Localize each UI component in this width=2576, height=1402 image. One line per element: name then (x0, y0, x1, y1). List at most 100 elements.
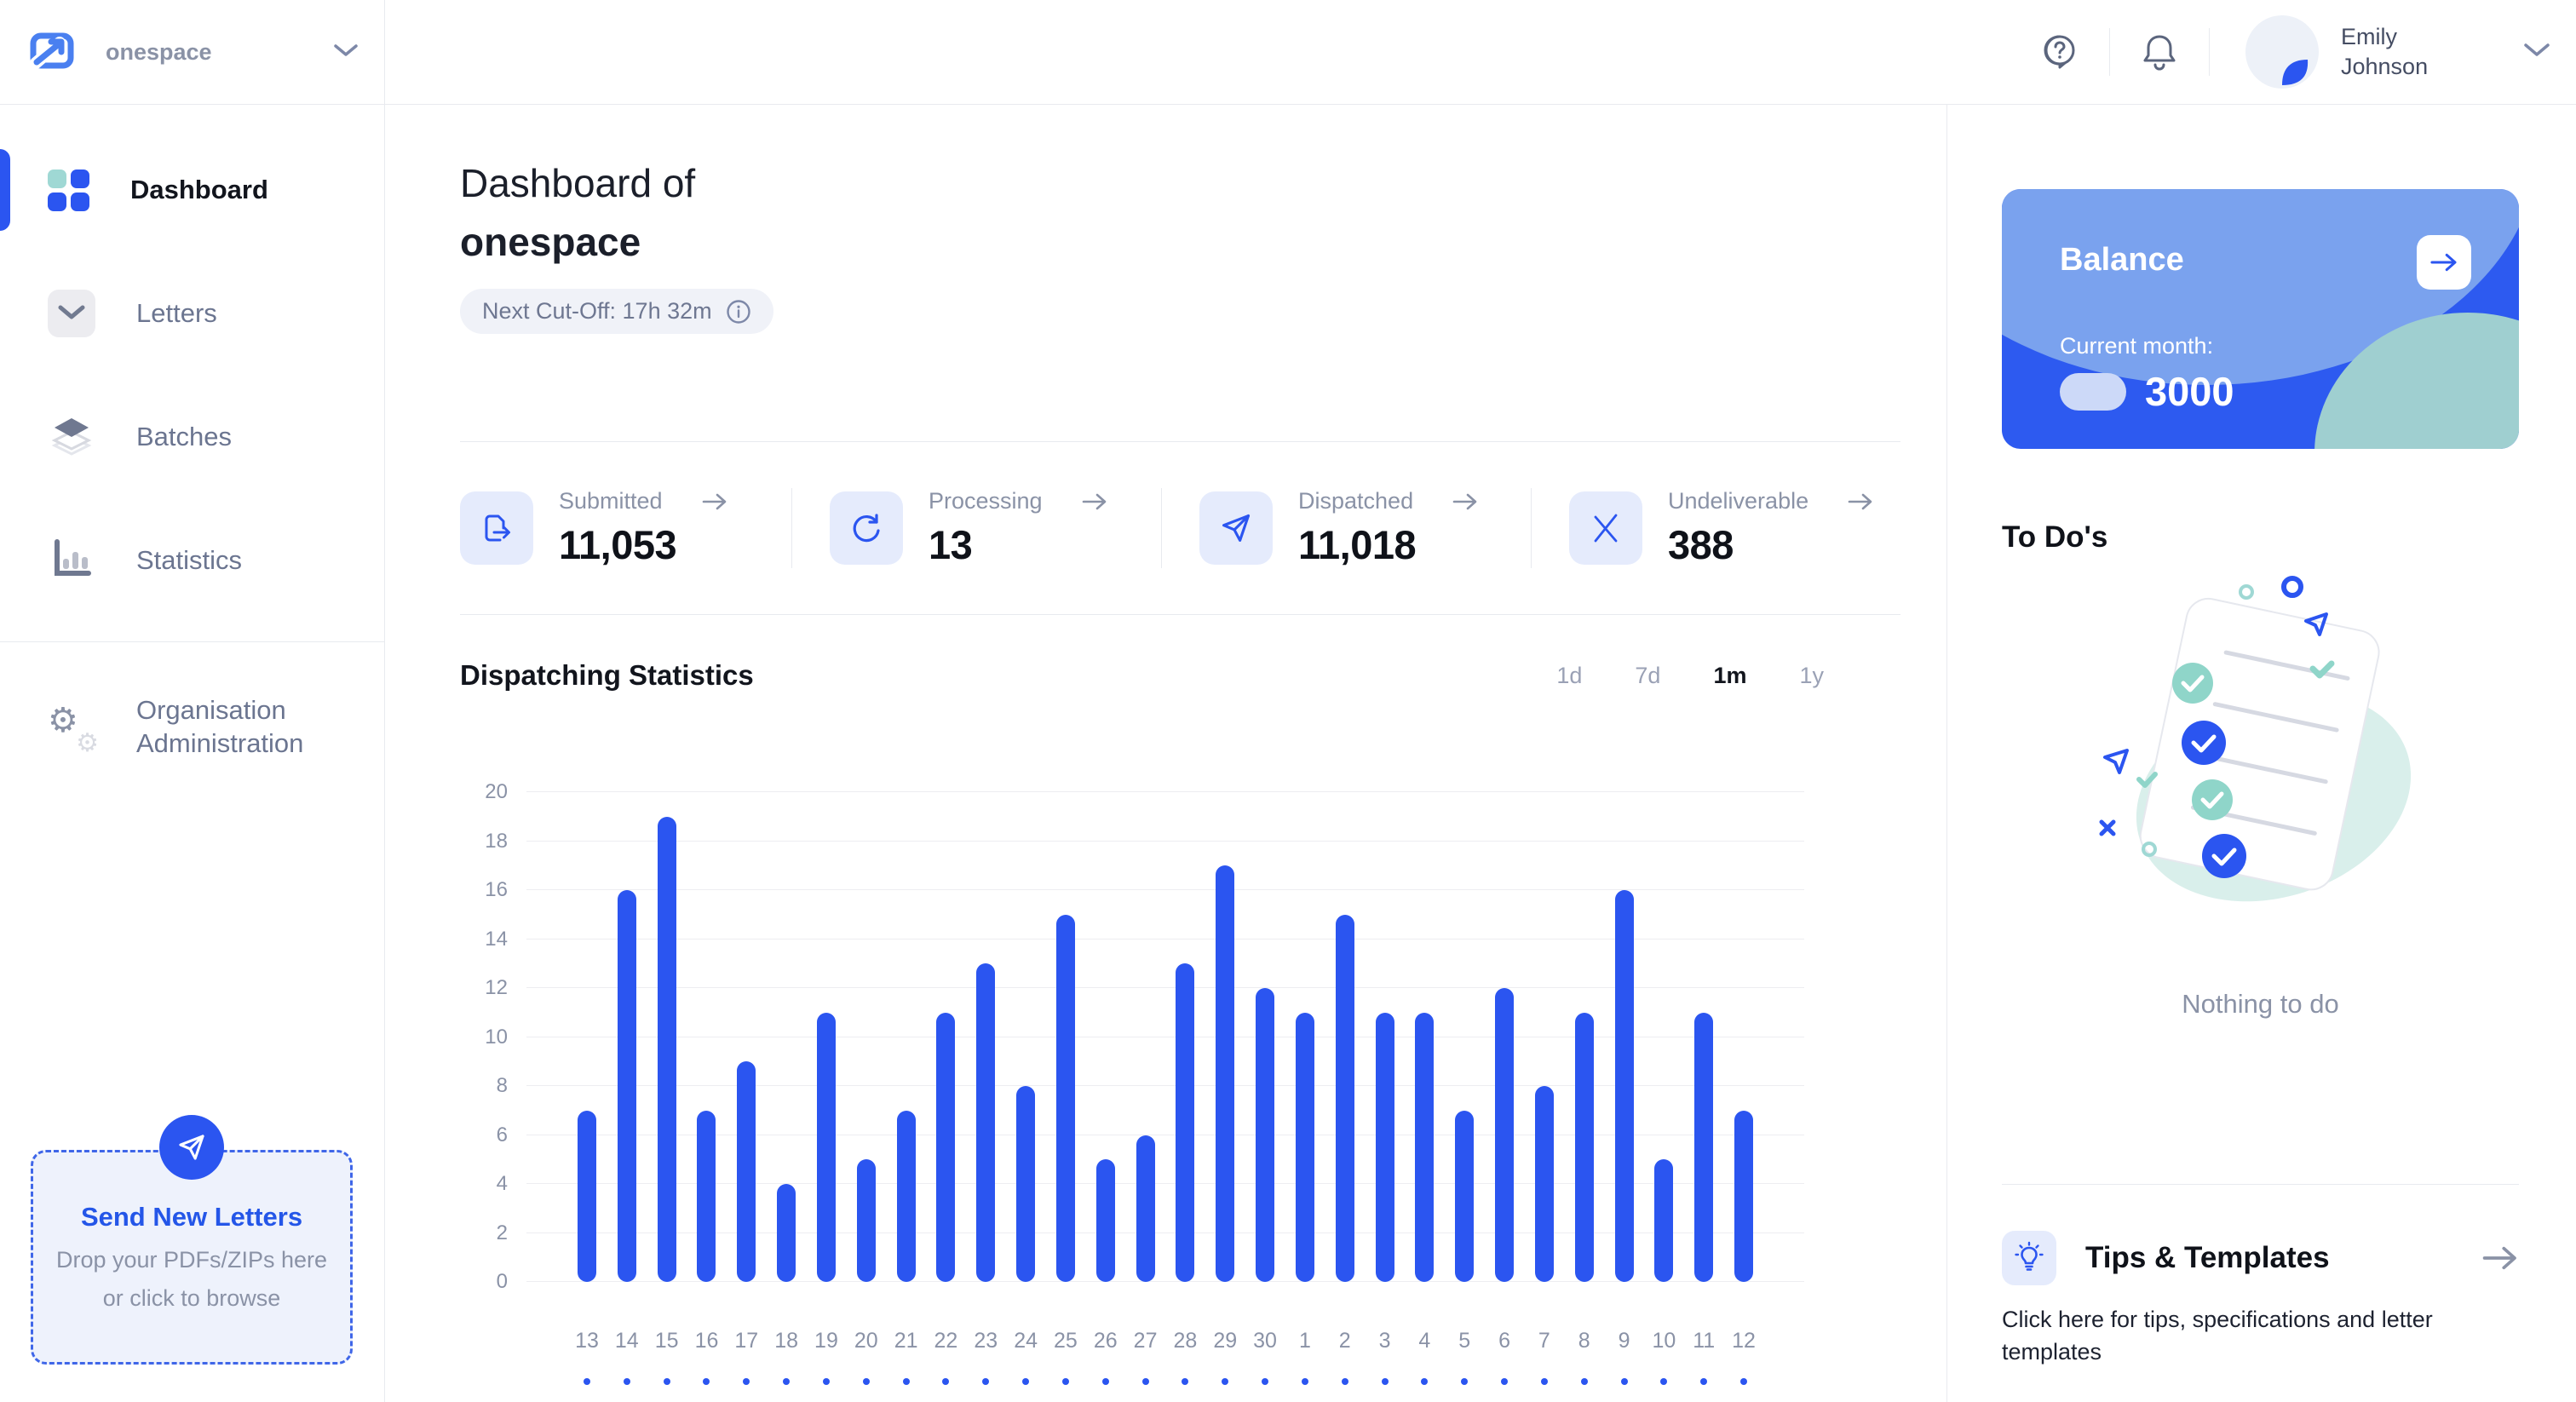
chart-bar[interactable] (976, 963, 996, 1282)
sidebar-item-batches[interactable]: Batches (0, 394, 384, 480)
chart-bar[interactable] (1055, 914, 1075, 1282)
x-axis-series-dot[interactable] (1262, 1378, 1269, 1385)
sidebar-item-letters[interactable]: Letters (0, 271, 384, 356)
x-axis-series-dot[interactable] (743, 1378, 750, 1385)
x-axis-series-dot[interactable] (1101, 1378, 1109, 1385)
chart-bar[interactable] (1574, 1012, 1594, 1282)
x-axis-series-dot[interactable] (942, 1378, 950, 1385)
x-axis-series-dot[interactable] (902, 1378, 910, 1385)
chart-bar[interactable] (617, 890, 636, 1282)
x-axis-series-dot[interactable] (1341, 1378, 1348, 1385)
chart-bar[interactable] (1016, 1086, 1036, 1282)
x-axis-series-dot[interactable] (1540, 1378, 1548, 1385)
arrow-right-icon[interactable] (2481, 1244, 2519, 1273)
arrow-right-icon[interactable] (702, 491, 727, 512)
chart-bar[interactable] (1176, 963, 1195, 1282)
x-axis-series-dot[interactable] (623, 1378, 630, 1385)
balance-arrow-button[interactable] (2417, 235, 2471, 290)
arrow-right-icon[interactable] (1848, 491, 1873, 512)
chart-bar[interactable] (1534, 1086, 1554, 1282)
chart-bar[interactable] (657, 816, 676, 1282)
x-axis-series-dot[interactable] (1421, 1378, 1429, 1385)
arrow-right-icon[interactable] (1082, 491, 1107, 512)
x-axis-series-dot[interactable] (822, 1378, 830, 1385)
chart-bar[interactable] (1614, 890, 1634, 1282)
chart-bar[interactable] (1256, 988, 1275, 1282)
chart-bar[interactable] (816, 1012, 836, 1282)
x-axis-series-dot[interactable] (1620, 1378, 1628, 1385)
stat-value: 388 (1668, 522, 1734, 567)
x-axis-tick-label: 15 (654, 1329, 679, 1353)
chart-bar[interactable] (856, 1159, 876, 1282)
chart-bar[interactable] (1375, 1012, 1394, 1282)
sidebar-item-label: Batches (136, 422, 233, 451)
x-axis-series-dot[interactable] (703, 1378, 710, 1385)
x-axis-series-dot[interactable] (1022, 1378, 1030, 1385)
chart-bar[interactable] (1335, 914, 1354, 1282)
sidebar-item-organisation-administration[interactable]: ⚙ ⚙ Organisation Administration (0, 681, 384, 774)
chart-bar[interactable] (896, 1110, 916, 1282)
x-axis-series-dot[interactable] (982, 1378, 990, 1385)
tips-description: Click here for tips, specifications and … (2002, 1307, 2433, 1365)
stat-dispatched[interactable]: Dispatched 11,018 (1161, 488, 1531, 568)
x-axis-series-dot[interactable] (1660, 1378, 1668, 1385)
chart-bar[interactable] (1654, 1159, 1674, 1282)
chart-bar[interactable] (1455, 1110, 1475, 1282)
chart-bar[interactable] (1216, 865, 1235, 1282)
stats-row: Submitted 11,053 Processing (460, 442, 1900, 614)
x-axis-series-dot[interactable] (1301, 1378, 1308, 1385)
x-axis-series-dot[interactable] (1740, 1378, 1747, 1385)
gears-icon: ⚙ ⚙ (48, 702, 99, 757)
x-axis-tick-label: 20 (854, 1329, 878, 1353)
tips-templates-link[interactable]: Tips & Templates (2002, 1231, 2519, 1285)
x-axis-series-dot[interactable] (1501, 1378, 1509, 1385)
info-icon[interactable] (726, 299, 751, 325)
balance-card[interactable]: Balance Current month: 3000 (2002, 189, 2519, 449)
range-7d[interactable]: 7d (1635, 662, 1661, 688)
x-axis-series-dot[interactable] (663, 1378, 670, 1385)
page-title: Dashboard of onespace (460, 154, 1900, 272)
chart-bar[interactable] (1295, 1012, 1314, 1282)
chart-bar[interactable] (1415, 1012, 1435, 1282)
chart-bar[interactable] (936, 1012, 956, 1282)
chart-bar[interactable] (737, 1061, 756, 1282)
x-axis-series-dot[interactable] (584, 1378, 590, 1385)
arrow-right-icon[interactable] (1452, 491, 1478, 512)
chart-bar[interactable] (578, 1110, 596, 1282)
x-axis-series-dot[interactable] (862, 1378, 870, 1385)
stat-undeliverable[interactable]: Undeliverable 388 (1531, 488, 1900, 568)
x-axis-series-dot[interactable] (783, 1378, 791, 1385)
document-out-icon (460, 491, 533, 565)
chart-bar[interactable] (1694, 1012, 1714, 1282)
x-axis-series-dot[interactable] (1141, 1378, 1149, 1385)
x-axis-series-dot[interactable] (1222, 1378, 1229, 1385)
org-switcher[interactable]: onespace (0, 0, 384, 105)
chart-bar[interactable] (777, 1184, 796, 1282)
range-1m[interactable]: 1m (1713, 662, 1747, 688)
help-icon[interactable] (2034, 26, 2085, 78)
x-axis-series-dot[interactable] (1182, 1378, 1189, 1385)
stat-label: Dispatched (1298, 488, 1414, 514)
notifications-bell-icon[interactable] (2134, 26, 2185, 78)
stat-submitted[interactable]: Submitted 11,053 (460, 488, 791, 568)
brand-name: onespace (106, 38, 212, 65)
chart-bar[interactable] (1495, 988, 1515, 1282)
avatar[interactable] (2245, 15, 2319, 89)
x-axis-series-dot[interactable] (1381, 1378, 1389, 1385)
range-1y[interactable]: 1y (1799, 662, 1824, 688)
chart-bar[interactable] (1734, 1110, 1753, 1282)
x-axis-series-dot[interactable] (1700, 1378, 1708, 1385)
org-chevron-down-icon[interactable] (333, 43, 359, 62)
x-axis-series-dot[interactable] (1580, 1378, 1588, 1385)
sidebar-item-statistics[interactable]: Statistics (0, 518, 384, 603)
range-1d[interactable]: 1d (1556, 662, 1583, 688)
chart-bar[interactable] (1136, 1135, 1155, 1282)
sidebar-item-dashboard[interactable]: Dashboard (0, 147, 384, 233)
user-menu-chevron-down-icon[interactable] (2523, 42, 2550, 63)
x-axis-series-dot[interactable] (1461, 1378, 1469, 1385)
stat-processing[interactable]: Processing 13 (791, 488, 1161, 568)
chart-bar[interactable] (697, 1110, 716, 1282)
send-new-letters-dropzone[interactable]: Send New Letters Drop your PDFs/ZIPs her… (31, 1115, 353, 1365)
chart-bar[interactable] (1095, 1159, 1115, 1282)
x-axis-series-dot[interactable] (1061, 1378, 1069, 1385)
